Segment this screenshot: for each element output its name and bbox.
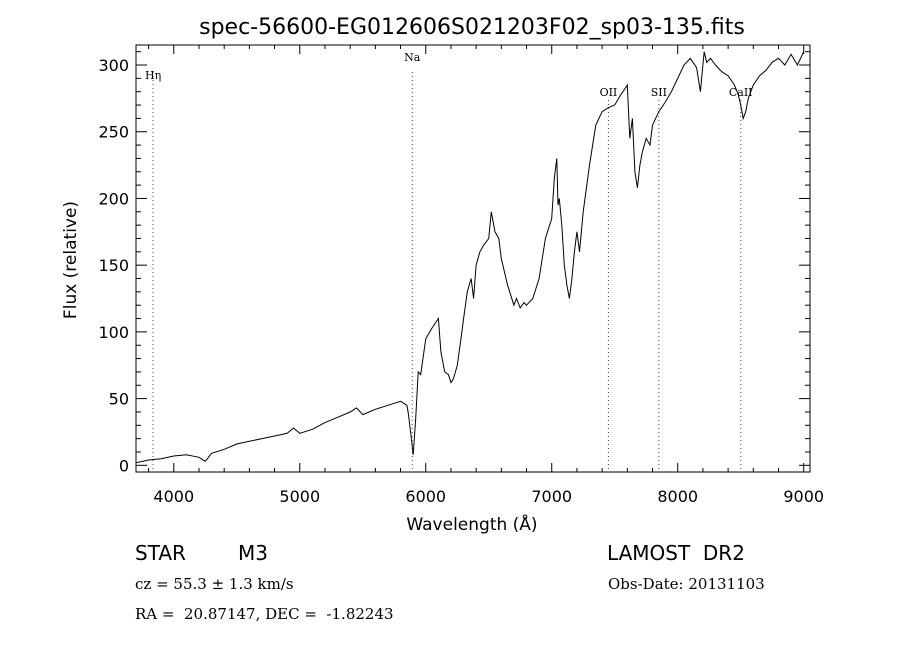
annotation-label: SII [651, 86, 667, 99]
ra-dec-coordinates: RA = 20.87147, DEC = -1.82243 [135, 605, 394, 623]
y-axis-label: Flux (relative) [61, 201, 81, 319]
spectrum-line [135, 51, 805, 464]
survey-name: LAMOST DR2 [607, 541, 745, 565]
observation-date: Obs-Date: 20131103 [608, 575, 765, 593]
x-tick-label: 7000 [531, 487, 572, 506]
y-axis-ticks: 0 50 100 150 200 250 300 [98, 51, 810, 475]
x-tick-label: 5000 [279, 487, 320, 506]
annotation-label: CaII [729, 86, 753, 99]
object-subclass: M3 [238, 541, 268, 565]
x-tick-label: 8000 [657, 487, 698, 506]
annotation-label: Hη [145, 69, 161, 82]
chart-title: spec-56600-EG012606S021203F02_sp03-135.f… [199, 15, 745, 40]
plot-frame [135, 44, 811, 473]
y-tick-label: 200 [98, 189, 129, 208]
x-axis-ticks: 4000 5000 6000 7000 8000 9000 [148, 45, 824, 506]
y-tick-label: 150 [98, 256, 129, 275]
x-tick-label: 6000 [405, 487, 446, 506]
annotation-label: Na [404, 51, 421, 64]
y-tick-label: 0 [119, 456, 129, 475]
x-tick-label: 4000 [153, 487, 194, 506]
annotation-label: OII [600, 86, 618, 99]
x-axis-label: Wavelength (Å) [406, 513, 537, 535]
y-tick-label: 50 [109, 390, 129, 409]
line-annotations: Hη Na OII SII CaII [145, 51, 753, 472]
y-tick-label: 100 [98, 323, 129, 342]
y-tick-label: 250 [98, 123, 129, 142]
y-tick-label: 300 [98, 56, 129, 75]
x-tick-label: 9000 [783, 487, 824, 506]
object-class: STAR [135, 541, 186, 565]
redshift-velocity: cz = 55.3 ± 1.3 km/s [135, 575, 294, 593]
